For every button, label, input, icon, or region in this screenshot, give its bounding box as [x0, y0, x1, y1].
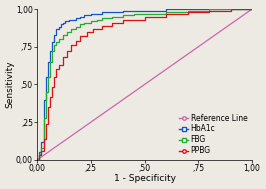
Legend: Reference Line, HbA1c, FBG, PPBG: Reference Line, HbA1c, FBG, PPBG — [178, 113, 248, 156]
X-axis label: 1 - Specificity: 1 - Specificity — [114, 174, 176, 184]
Y-axis label: Sensitivity: Sensitivity — [6, 61, 15, 108]
